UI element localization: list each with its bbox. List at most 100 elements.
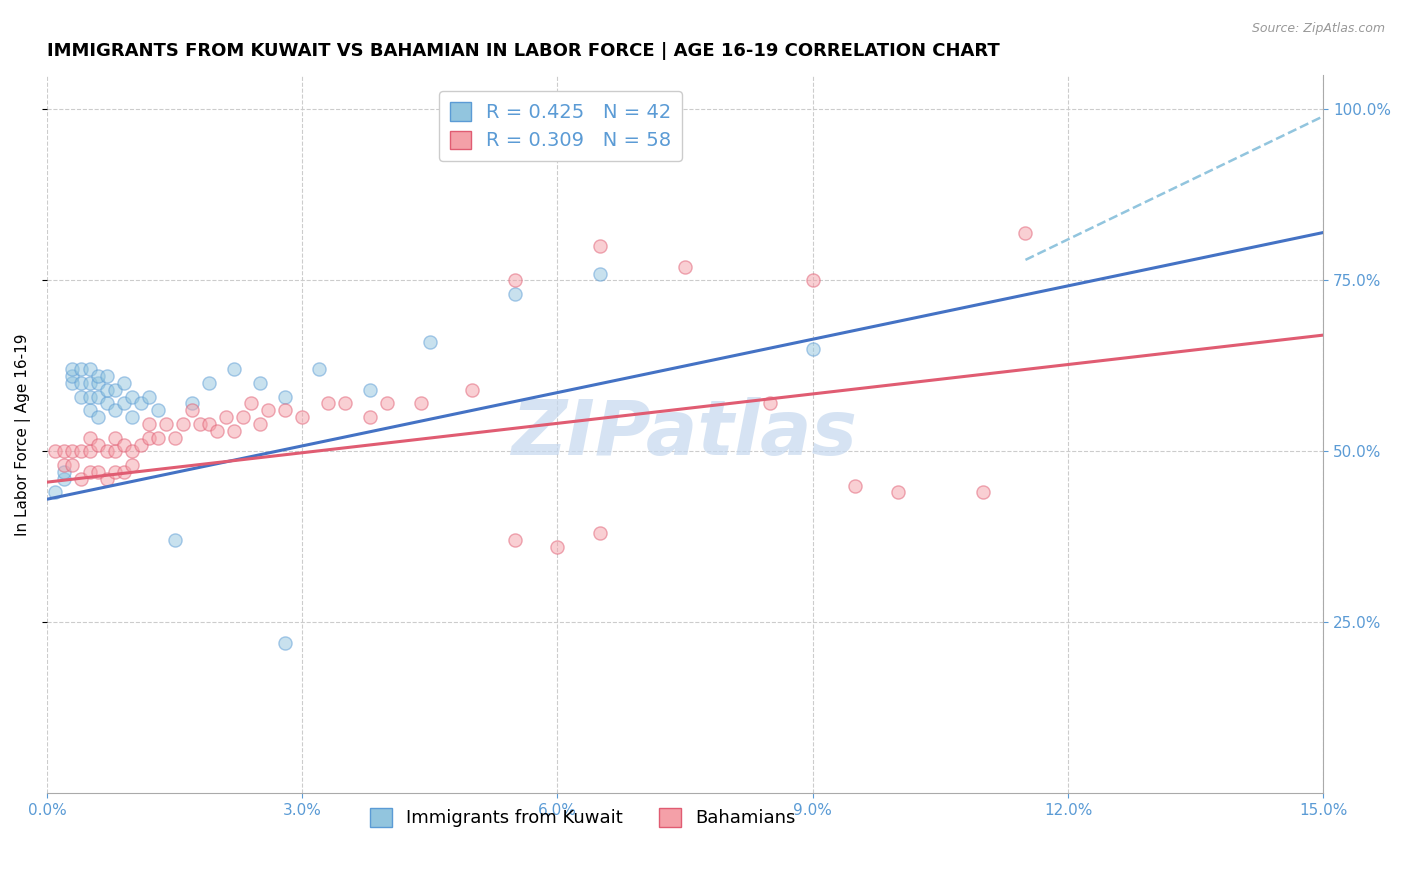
Point bbox=[112, 465, 135, 479]
Point bbox=[62, 444, 84, 458]
Point bbox=[112, 437, 135, 451]
Point bbox=[87, 465, 110, 479]
Point bbox=[70, 362, 93, 376]
Point bbox=[53, 465, 76, 479]
Text: Source: ZipAtlas.com: Source: ZipAtlas.com bbox=[1251, 22, 1385, 36]
Point bbox=[112, 396, 135, 410]
Point bbox=[801, 342, 824, 356]
Point bbox=[79, 431, 101, 445]
Point bbox=[308, 362, 330, 376]
Point bbox=[138, 390, 160, 404]
Point bbox=[104, 444, 127, 458]
Point bbox=[138, 431, 160, 445]
Point bbox=[249, 376, 271, 390]
Point bbox=[359, 410, 381, 425]
Point bbox=[121, 444, 143, 458]
Point bbox=[104, 403, 127, 417]
Point bbox=[249, 417, 271, 431]
Point bbox=[53, 472, 76, 486]
Point bbox=[503, 273, 526, 287]
Point bbox=[547, 540, 569, 554]
Point bbox=[104, 465, 127, 479]
Point bbox=[96, 444, 118, 458]
Y-axis label: In Labor Force | Age 16-19: In Labor Force | Age 16-19 bbox=[15, 333, 31, 535]
Point bbox=[673, 260, 696, 274]
Point bbox=[214, 410, 236, 425]
Point bbox=[155, 417, 177, 431]
Point bbox=[205, 424, 228, 438]
Point bbox=[70, 472, 93, 486]
Point bbox=[759, 396, 782, 410]
Point bbox=[333, 396, 356, 410]
Point bbox=[240, 396, 263, 410]
Point bbox=[375, 396, 398, 410]
Point bbox=[146, 431, 169, 445]
Point bbox=[87, 390, 110, 404]
Point bbox=[104, 431, 127, 445]
Point bbox=[887, 485, 910, 500]
Point bbox=[801, 273, 824, 287]
Point bbox=[79, 362, 101, 376]
Point bbox=[461, 383, 484, 397]
Point bbox=[180, 396, 202, 410]
Point bbox=[53, 444, 76, 458]
Point bbox=[232, 410, 254, 425]
Point bbox=[121, 410, 143, 425]
Point bbox=[79, 376, 101, 390]
Point bbox=[419, 334, 441, 349]
Point bbox=[1014, 226, 1036, 240]
Point bbox=[87, 369, 110, 384]
Point bbox=[188, 417, 211, 431]
Point bbox=[224, 424, 246, 438]
Point bbox=[274, 390, 297, 404]
Point bbox=[129, 437, 152, 451]
Point bbox=[53, 458, 76, 472]
Legend: Immigrants from Kuwait, Bahamians: Immigrants from Kuwait, Bahamians bbox=[363, 801, 803, 835]
Point bbox=[359, 383, 381, 397]
Point bbox=[44, 485, 66, 500]
Point bbox=[79, 403, 101, 417]
Point bbox=[96, 472, 118, 486]
Point bbox=[70, 390, 93, 404]
Point bbox=[62, 376, 84, 390]
Point bbox=[274, 403, 297, 417]
Point bbox=[62, 458, 84, 472]
Point bbox=[112, 376, 135, 390]
Point bbox=[197, 376, 219, 390]
Point bbox=[503, 287, 526, 301]
Point bbox=[44, 444, 66, 458]
Point bbox=[79, 465, 101, 479]
Point bbox=[96, 383, 118, 397]
Point bbox=[844, 478, 866, 492]
Point bbox=[62, 369, 84, 384]
Point bbox=[146, 403, 169, 417]
Point bbox=[163, 533, 186, 548]
Point bbox=[589, 267, 612, 281]
Point bbox=[589, 239, 612, 253]
Point bbox=[411, 396, 433, 410]
Point bbox=[104, 383, 127, 397]
Point bbox=[96, 396, 118, 410]
Point bbox=[180, 403, 202, 417]
Point bbox=[224, 362, 246, 376]
Point bbox=[62, 362, 84, 376]
Point bbox=[316, 396, 339, 410]
Point bbox=[87, 376, 110, 390]
Point bbox=[172, 417, 194, 431]
Point bbox=[87, 437, 110, 451]
Point bbox=[197, 417, 219, 431]
Point bbox=[79, 390, 101, 404]
Point bbox=[70, 444, 93, 458]
Point bbox=[138, 417, 160, 431]
Point bbox=[129, 396, 152, 410]
Point bbox=[96, 369, 118, 384]
Point bbox=[87, 410, 110, 425]
Point bbox=[589, 526, 612, 541]
Point bbox=[121, 458, 143, 472]
Text: ZIPatlas: ZIPatlas bbox=[512, 397, 858, 471]
Point bbox=[503, 533, 526, 548]
Text: IMMIGRANTS FROM KUWAIT VS BAHAMIAN IN LABOR FORCE | AGE 16-19 CORRELATION CHART: IMMIGRANTS FROM KUWAIT VS BAHAMIAN IN LA… bbox=[46, 42, 1000, 60]
Point bbox=[972, 485, 994, 500]
Point bbox=[291, 410, 314, 425]
Point bbox=[79, 444, 101, 458]
